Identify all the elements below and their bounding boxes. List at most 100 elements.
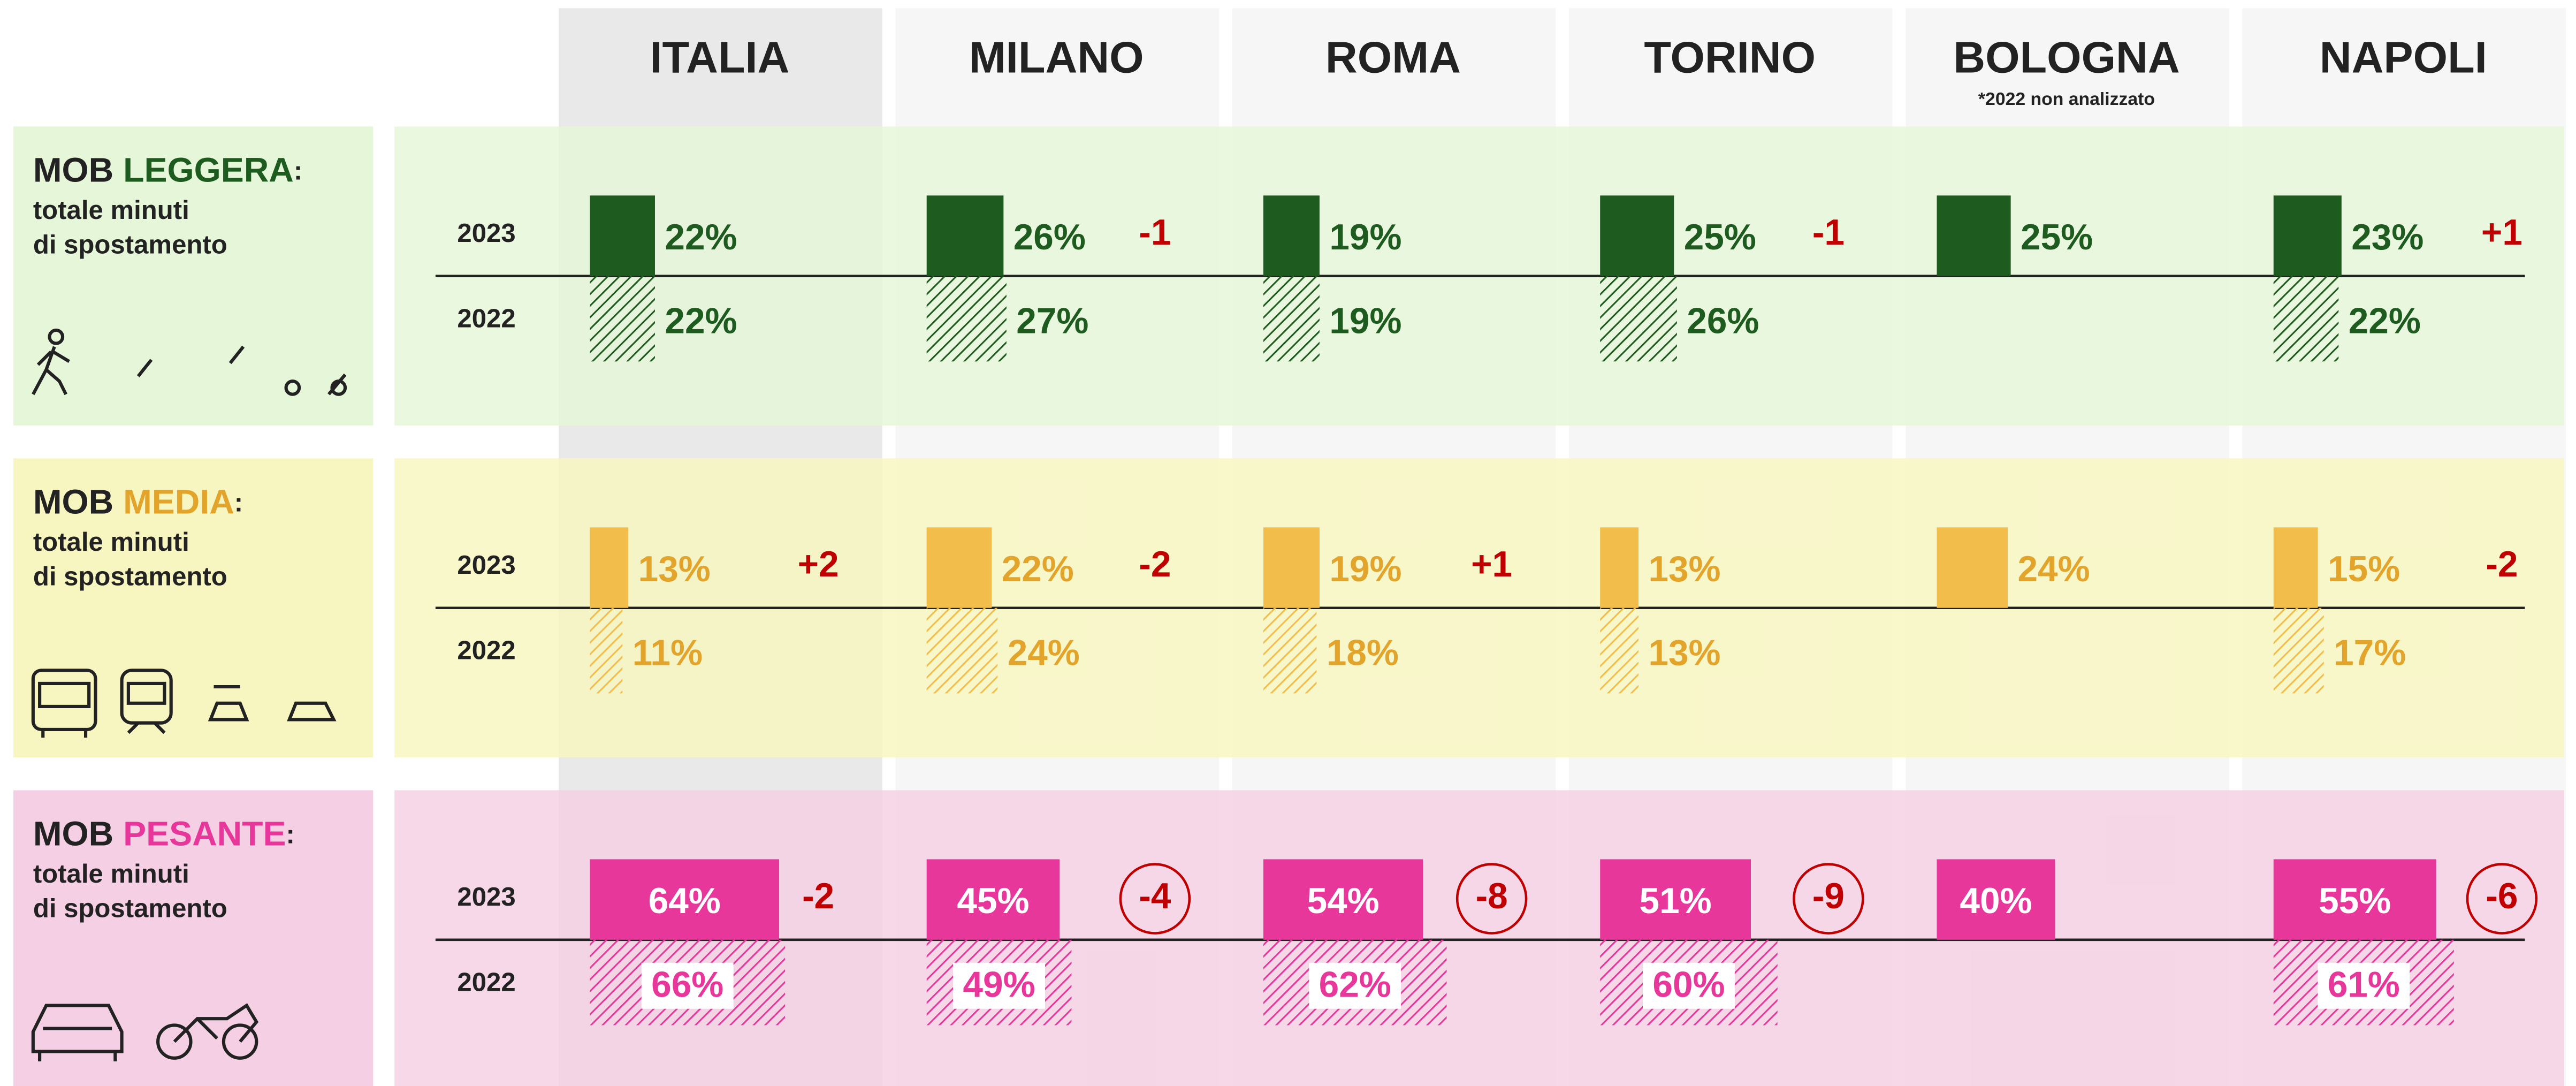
value-label-2023: 51% — [1640, 881, 1712, 921]
row-subtitle: di spostamento — [33, 230, 227, 259]
value-label-2022: 22% — [665, 301, 737, 341]
icon — [38, 681, 91, 738]
bar-2022 — [590, 607, 623, 694]
value-label-2022: 13% — [1648, 633, 1720, 673]
year-label: 2022 — [457, 968, 515, 997]
icon — [208, 685, 249, 722]
value-label-2023: 54% — [1307, 881, 1380, 921]
value-label-2022: 26% — [1687, 301, 1759, 341]
bar-2023 — [1263, 527, 1320, 608]
diff-circle — [2466, 863, 2538, 935]
year-label: 2023 — [457, 551, 515, 580]
bar-2022 — [926, 276, 1007, 362]
value-label-2022: 11% — [632, 633, 703, 673]
label-box — [953, 962, 1046, 1009]
bar-2023 — [1937, 195, 2011, 276]
bar-2023 — [1263, 195, 1320, 276]
value-label-2023: 45% — [957, 881, 1029, 921]
bar-2022 — [926, 607, 998, 694]
bar-2023 — [590, 527, 629, 608]
row-subtitle: totale minuti — [33, 860, 189, 888]
label-suffix: : — [286, 820, 295, 849]
value-label-2022: 22% — [2349, 301, 2421, 341]
value-label-2022: 24% — [1008, 633, 1080, 673]
value-label-2023: 55% — [2319, 881, 2391, 921]
diff-label: -4 — [1139, 876, 1171, 916]
label-box — [641, 962, 734, 1009]
column-header: MILANO — [969, 32, 1144, 82]
bar-2022 — [2273, 607, 2324, 694]
value-label-2022: 62% — [1319, 965, 1391, 1005]
row-subtitle: di spostamento — [33, 562, 227, 591]
label-key: LEGGERA — [123, 150, 294, 189]
bar-2022 — [1263, 607, 1317, 694]
label-box — [1309, 962, 1401, 1009]
bar-2022 — [1263, 276, 1320, 362]
row-subtitle: totale minuti — [33, 528, 189, 557]
bar-2023 — [926, 527, 992, 608]
bar-2023 — [590, 859, 780, 940]
value-label-2023: 40% — [1960, 881, 2032, 921]
diff-label: -1 — [1812, 212, 1845, 253]
bar-2023 — [2273, 859, 2436, 940]
diff-circle — [1793, 863, 1864, 935]
row-label: MOB LEGGERA: — [33, 150, 302, 189]
diff-label: +1 — [1471, 544, 1512, 584]
bar-2022 — [1600, 607, 1639, 694]
diff-label: +2 — [798, 544, 839, 584]
icon — [120, 669, 173, 725]
diff-circle — [1455, 863, 1528, 935]
label-prefix: MOB — [33, 482, 123, 521]
value-label-2023: 19% — [1329, 217, 1401, 257]
column-header: ROMA — [1325, 32, 1461, 82]
bar-2023 — [1937, 859, 2055, 940]
label-key: MEDIA — [123, 482, 234, 521]
row-label: MOB PESANTE: — [33, 814, 295, 853]
column-header: BOLOGNA — [1953, 32, 2179, 82]
diff-label: -9 — [1812, 876, 1845, 916]
icon — [48, 328, 65, 345]
value-label-2023: 13% — [1648, 549, 1720, 589]
year-label: 2022 — [457, 305, 515, 333]
bar-2023 — [1263, 859, 1423, 940]
bar-2023 — [590, 195, 655, 276]
label-key: PESANTE — [123, 814, 286, 853]
label-prefix: MOB — [33, 150, 123, 189]
icon — [173, 1003, 259, 1043]
bar-2023 — [2273, 195, 2342, 276]
bar-2022 — [1600, 276, 1677, 362]
bar-2023 — [1600, 527, 1639, 608]
bar-2023 — [1937, 527, 2008, 608]
icon — [156, 1023, 193, 1060]
icon — [32, 346, 70, 396]
year-label: 2023 — [457, 219, 515, 248]
value-label-2022: 61% — [2328, 965, 2400, 1005]
bar-2023 — [1600, 859, 1751, 940]
value-label-2023: 22% — [665, 217, 737, 257]
bar-2023 — [926, 195, 1004, 276]
label-prefix: MOB — [33, 814, 123, 853]
label-box — [2318, 962, 2410, 1009]
icons — [31, 328, 347, 1061]
label-suffix: : — [294, 156, 302, 185]
value-label-2022: 66% — [651, 965, 723, 1005]
icon — [287, 701, 337, 722]
label-box — [1643, 962, 1735, 1009]
diff-label: -2 — [1139, 544, 1171, 584]
diff-circle — [1119, 863, 1191, 935]
bar-2023 — [1600, 195, 1674, 276]
bar-2022 — [2273, 276, 2339, 362]
row-label-panel — [13, 126, 374, 426]
column-header: ITALIA — [650, 32, 790, 82]
column-header: TORINO — [1644, 32, 1816, 82]
value-label-2023: 64% — [649, 881, 721, 921]
diff-label: -6 — [2486, 876, 2518, 916]
value-label-2023: 19% — [1329, 549, 1401, 589]
icon — [126, 681, 166, 734]
value-label-2023: 22% — [1002, 549, 1074, 589]
value-label-2023: 15% — [2328, 549, 2400, 589]
icon — [222, 1023, 258, 1060]
value-label-2022: 17% — [2334, 633, 2406, 673]
value-label-2023: 26% — [1013, 217, 1086, 257]
